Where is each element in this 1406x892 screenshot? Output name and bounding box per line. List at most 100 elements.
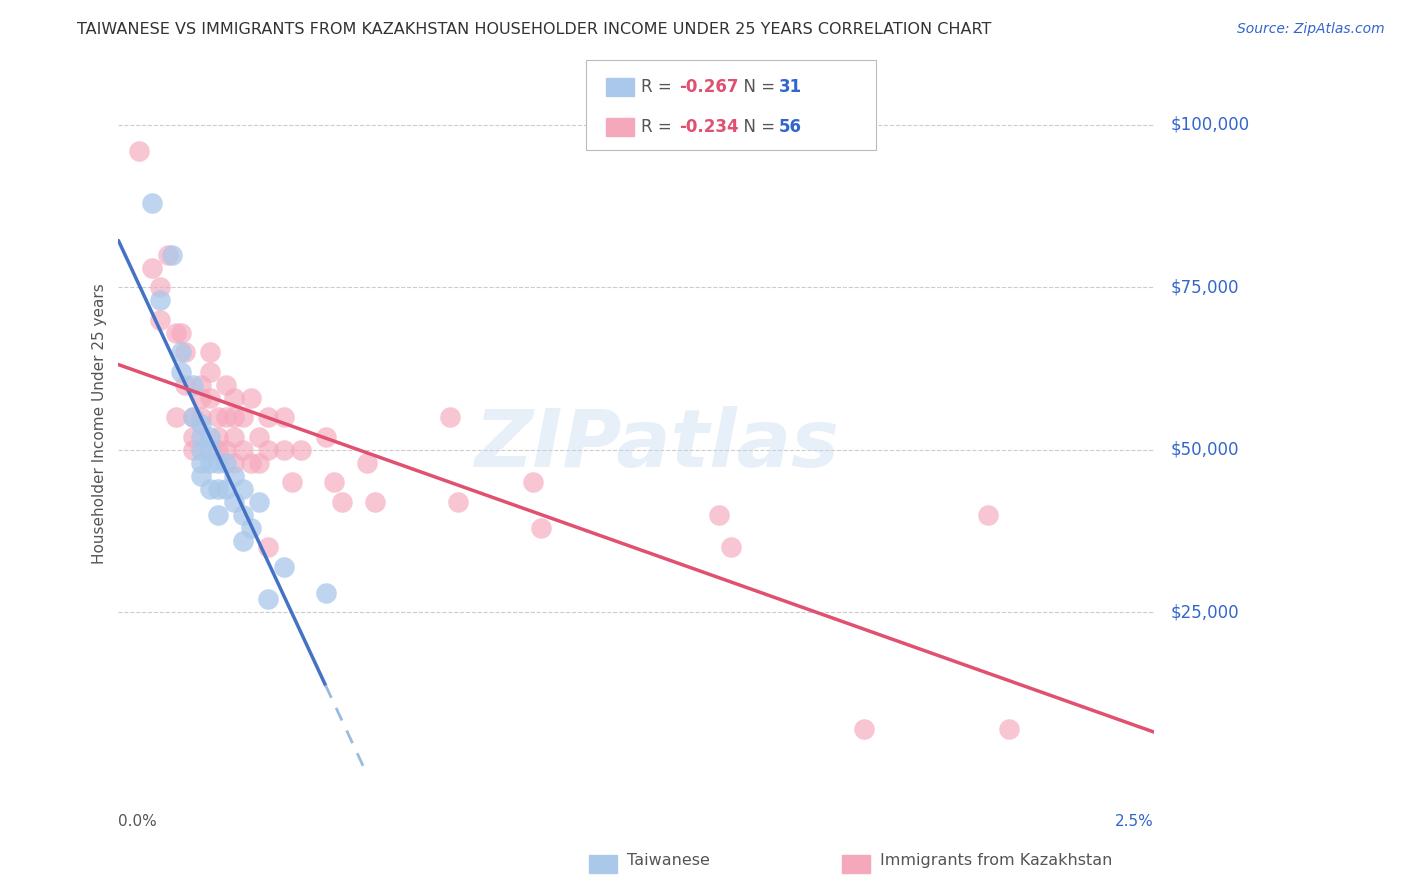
Point — [447, 495, 470, 509]
Point — [162, 248, 184, 262]
Point — [852, 723, 875, 737]
Point — [281, 475, 304, 490]
Point — [157, 248, 180, 262]
Point — [173, 345, 195, 359]
Point — [977, 508, 1000, 522]
Point — [181, 410, 204, 425]
Point — [149, 313, 172, 327]
Point — [198, 442, 221, 457]
Point — [149, 280, 172, 294]
Point — [198, 345, 221, 359]
Point — [322, 475, 344, 490]
Point — [215, 456, 238, 470]
Point — [207, 456, 229, 470]
Point — [215, 482, 238, 496]
Point — [215, 442, 238, 457]
Text: N =: N = — [733, 118, 780, 136]
Text: N =: N = — [733, 78, 780, 96]
Point — [173, 377, 195, 392]
Point — [439, 410, 461, 425]
Point — [141, 196, 163, 211]
Text: $75,000: $75,000 — [1170, 278, 1239, 296]
Point — [707, 508, 730, 522]
Point — [141, 260, 163, 275]
Point — [247, 430, 270, 444]
Point — [198, 391, 221, 405]
Point — [290, 442, 312, 457]
Point — [190, 442, 212, 457]
Point — [232, 533, 254, 548]
Point — [256, 541, 278, 555]
Point — [356, 456, 378, 470]
Point — [232, 482, 254, 496]
Point — [256, 410, 278, 425]
Point — [247, 495, 270, 509]
Text: Source: ZipAtlas.com: Source: ZipAtlas.com — [1237, 22, 1385, 37]
Text: 31: 31 — [779, 78, 801, 96]
Point — [169, 345, 191, 359]
Point — [240, 391, 263, 405]
Point — [198, 365, 221, 379]
Point — [190, 377, 212, 392]
Point — [198, 482, 221, 496]
Text: -0.267: -0.267 — [679, 78, 738, 96]
Point — [232, 442, 254, 457]
Point — [315, 586, 337, 600]
Point — [181, 410, 204, 425]
Point — [364, 495, 387, 509]
Point — [181, 377, 204, 392]
Point — [224, 430, 246, 444]
Point — [169, 365, 191, 379]
Text: Immigrants from Kazakhstan: Immigrants from Kazakhstan — [880, 854, 1112, 868]
Point — [224, 456, 246, 470]
Point — [215, 377, 238, 392]
Point — [232, 508, 254, 522]
Point — [247, 456, 270, 470]
Point — [165, 410, 187, 425]
Point — [181, 430, 204, 444]
Text: 0.0%: 0.0% — [118, 814, 157, 829]
Point — [165, 326, 187, 340]
Y-axis label: Householder Income Under 25 years: Householder Income Under 25 years — [93, 284, 107, 565]
Point — [169, 326, 191, 340]
Text: 56: 56 — [779, 118, 801, 136]
Text: ZIPatlas: ZIPatlas — [474, 406, 839, 484]
Point — [190, 456, 212, 470]
Point — [273, 410, 295, 425]
Point — [190, 468, 212, 483]
Point — [207, 442, 229, 457]
Point — [530, 521, 553, 535]
Point — [207, 430, 229, 444]
Point — [330, 495, 353, 509]
Point — [224, 495, 246, 509]
Point — [224, 410, 246, 425]
Point — [215, 410, 238, 425]
Point — [273, 559, 295, 574]
Point — [720, 541, 742, 555]
Point — [224, 391, 246, 405]
Text: Taiwanese: Taiwanese — [627, 854, 710, 868]
Point — [256, 442, 278, 457]
Point — [190, 417, 212, 431]
Point — [149, 293, 172, 308]
Point — [232, 410, 254, 425]
Point — [181, 442, 204, 457]
Text: $25,000: $25,000 — [1170, 603, 1239, 622]
Point — [522, 475, 544, 490]
Point — [273, 442, 295, 457]
Text: R =: R = — [641, 78, 678, 96]
Point — [256, 592, 278, 607]
Point — [240, 456, 263, 470]
Point — [998, 723, 1021, 737]
Point — [198, 456, 221, 470]
Point — [190, 410, 212, 425]
Text: TAIWANESE VS IMMIGRANTS FROM KAZAKHSTAN HOUSEHOLDER INCOME UNDER 25 YEARS CORREL: TAIWANESE VS IMMIGRANTS FROM KAZAKHSTAN … — [77, 22, 991, 37]
Point — [128, 144, 150, 158]
Text: $50,000: $50,000 — [1170, 441, 1239, 458]
Text: R =: R = — [641, 118, 678, 136]
Point — [315, 430, 337, 444]
Text: $100,000: $100,000 — [1170, 116, 1250, 134]
Point — [240, 521, 263, 535]
Point — [207, 482, 229, 496]
Text: -0.234: -0.234 — [679, 118, 738, 136]
